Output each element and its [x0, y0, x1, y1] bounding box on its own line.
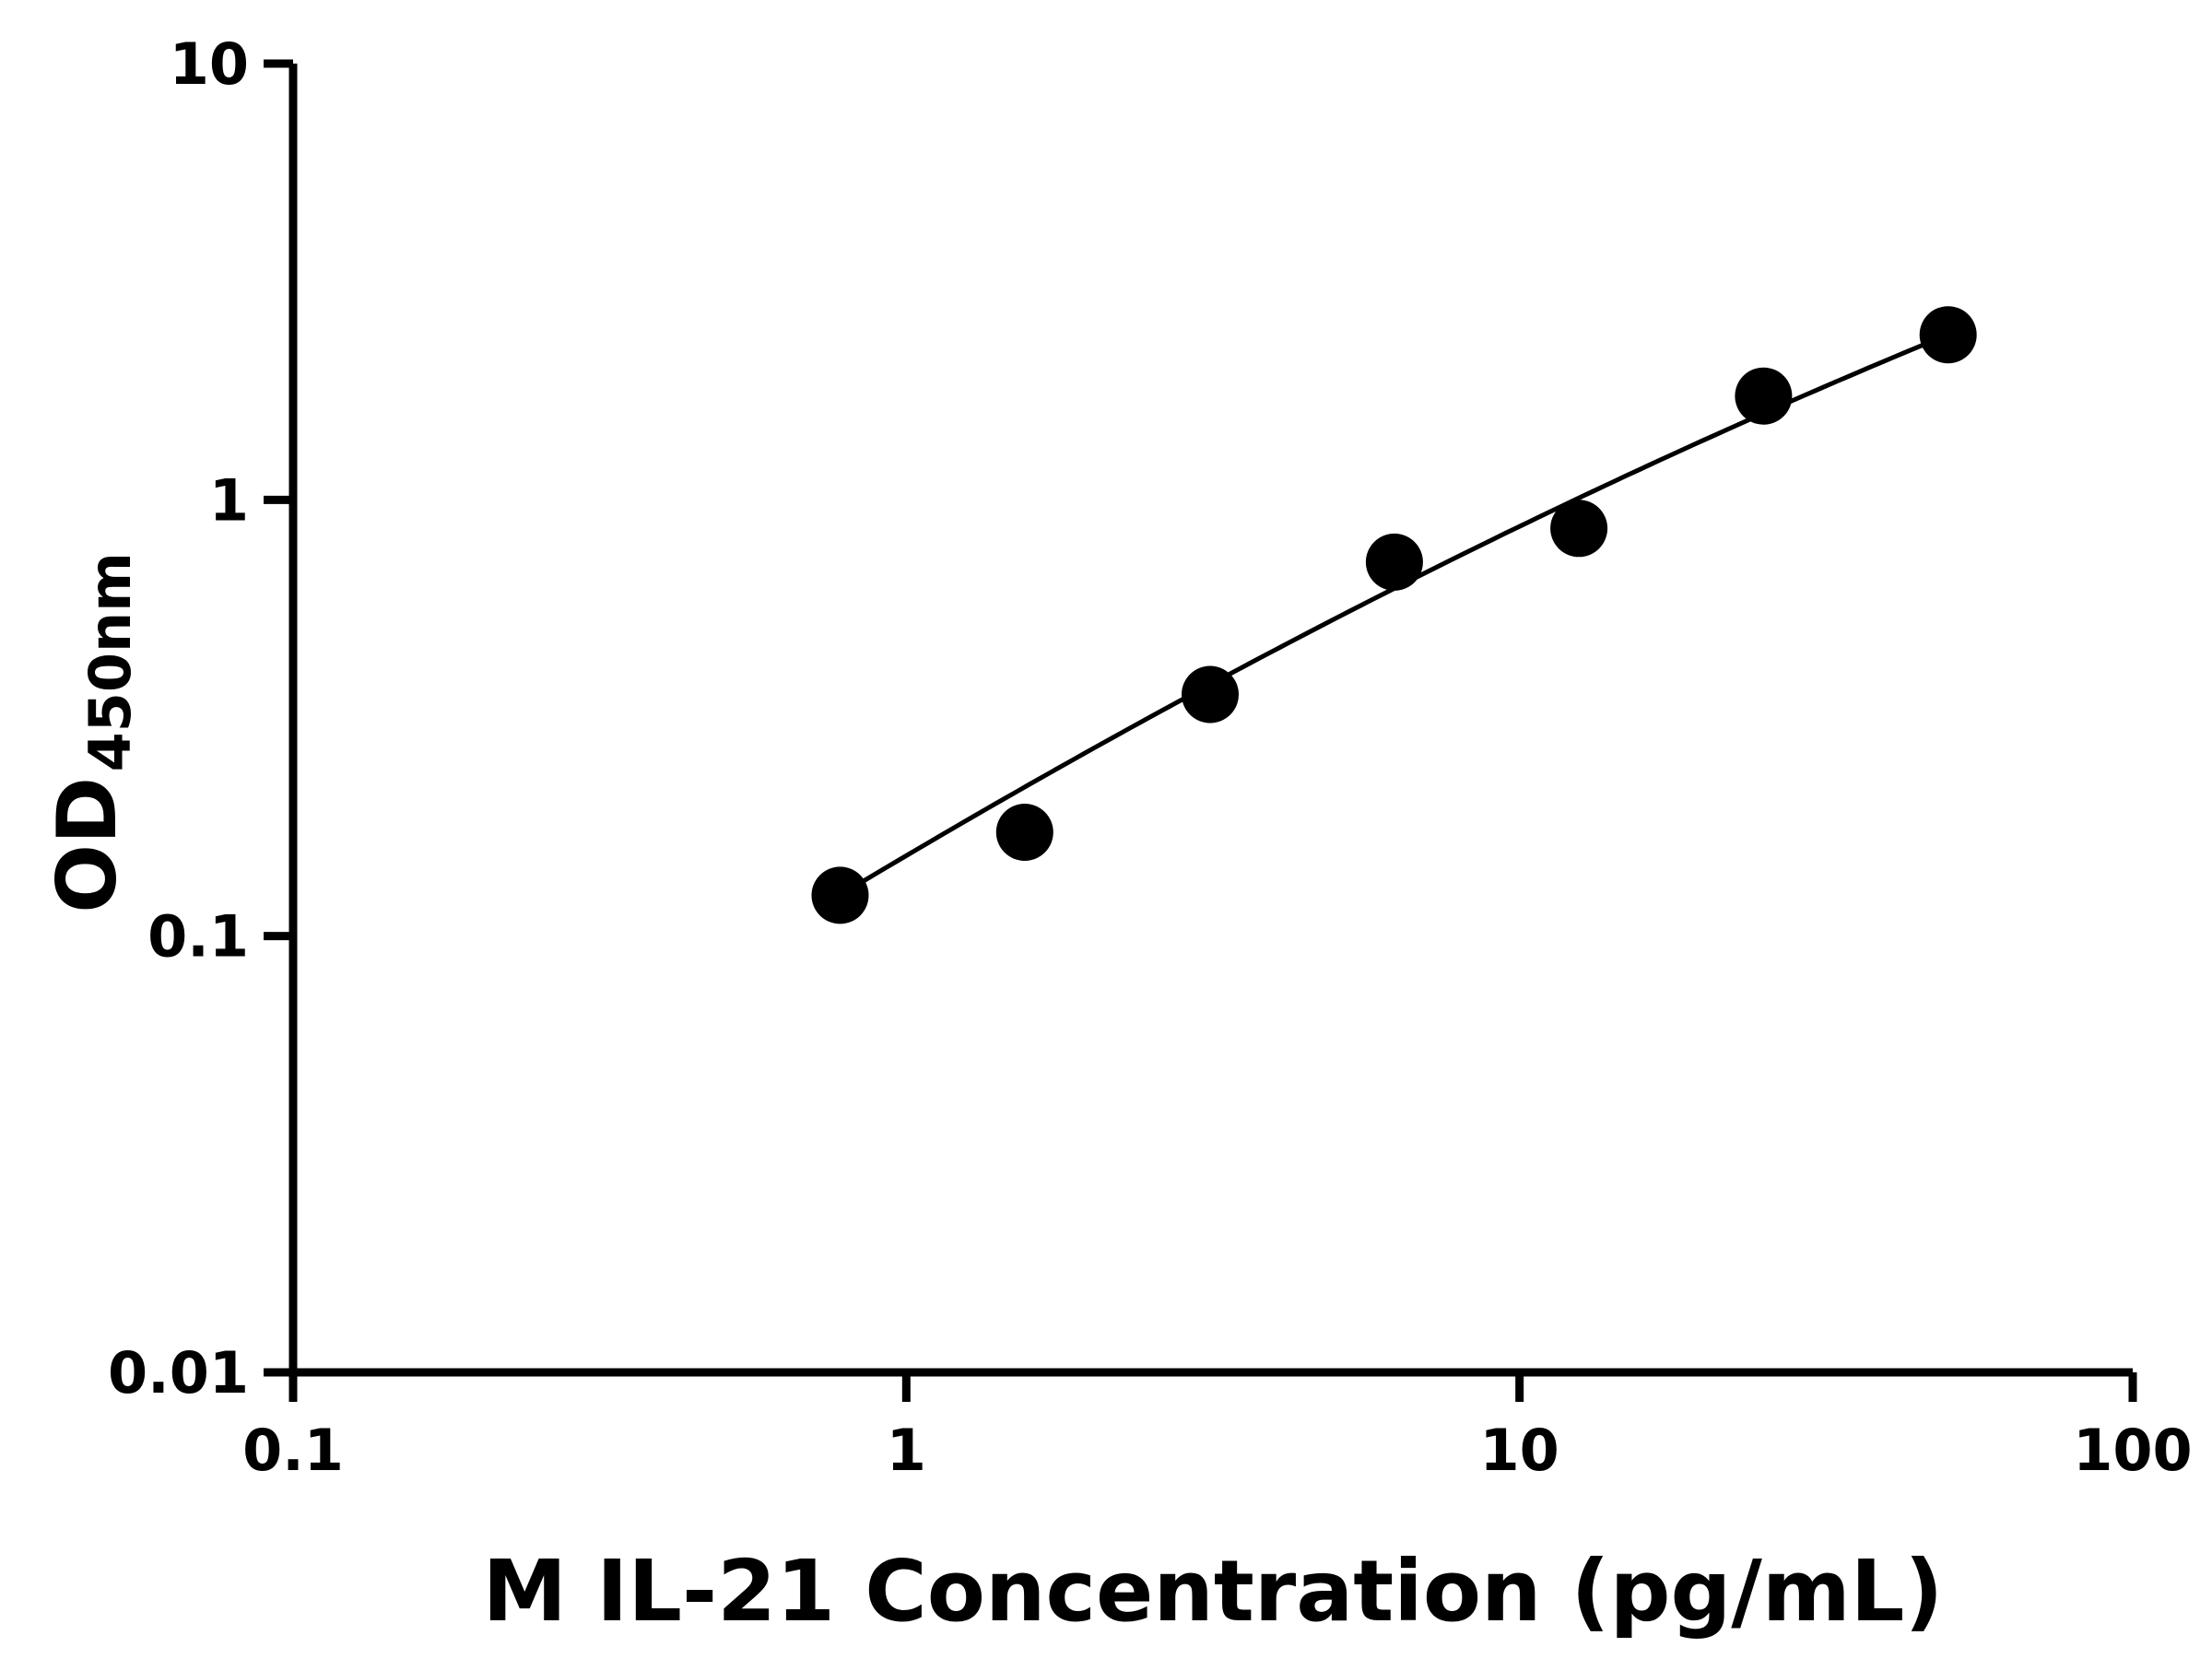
y-axis-title: OD 450nm	[40, 552, 144, 913]
tick-labels-group: 0.1 1 10 100 0.01 0.1 1 10	[108, 30, 2193, 1484]
x-tick-label: 1	[887, 1417, 926, 1484]
ticks-group	[264, 59, 2137, 1402]
x-tick-label: 100	[2073, 1417, 2192, 1484]
y-tick-label: 10	[170, 30, 249, 98]
data-point	[1735, 367, 1793, 425]
y-tick-label: 0.01	[108, 1339, 249, 1406]
data-points-group	[811, 306, 1977, 924]
y-tick-label: 0.1	[147, 903, 249, 971]
data-point	[811, 866, 869, 924]
data-point	[1182, 665, 1239, 724]
data-point	[1550, 500, 1608, 558]
data-point	[995, 804, 1053, 861]
y-axis-title-main: OD	[40, 777, 135, 913]
data-point	[1919, 306, 1977, 364]
x-tick-label: 0.1	[242, 1417, 344, 1484]
x-tick-label: 10	[1480, 1417, 1559, 1484]
x-axis-title: M IL-21 Concentration (pg/mL)	[483, 1542, 1944, 1641]
data-point	[1365, 533, 1423, 591]
y-axis-title-subscript: 450nm	[76, 552, 144, 771]
y-tick-label: 1	[209, 466, 249, 534]
